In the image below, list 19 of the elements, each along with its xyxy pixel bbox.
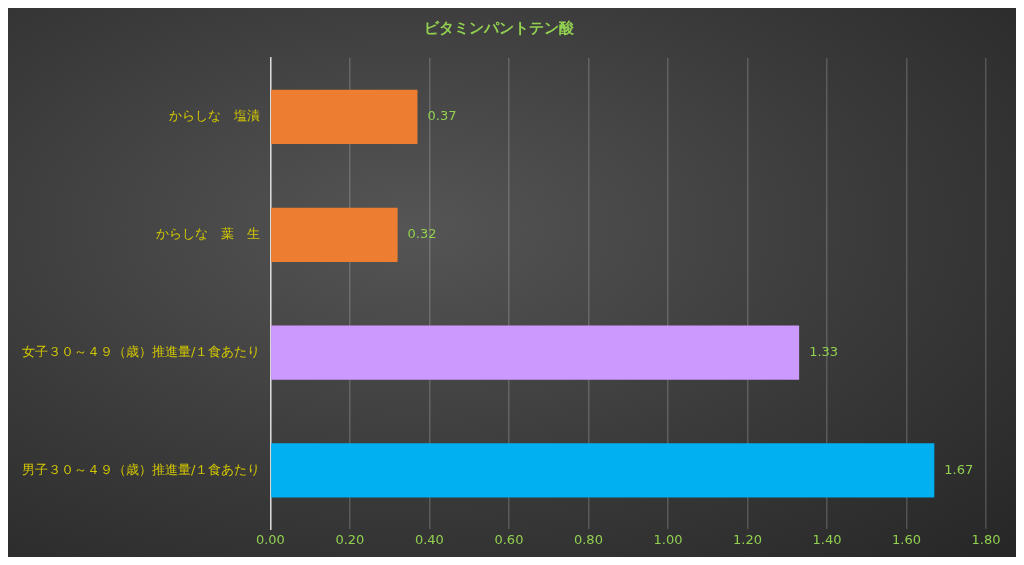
y-tick-label: からしな 塩漬: [169, 108, 261, 124]
data-label: 0.37: [427, 108, 457, 124]
x-tick-label: 0.00: [255, 531, 285, 547]
x-tick-label: 0.60: [494, 531, 524, 547]
data-label: 0.32: [407, 226, 437, 242]
x-tick-label: 1.40: [812, 531, 842, 547]
x-tick-label: 1.80: [971, 531, 1001, 547]
y-tick-label: 女子３０～４９（歳）推進量/１食あたり: [21, 344, 261, 359]
x-tick-label: 0.20: [335, 531, 365, 547]
x-tick-label: 0.80: [573, 531, 603, 547]
x-tick-label: 0.40: [414, 531, 444, 547]
x-tick-label: 1.00: [653, 531, 683, 547]
y-tick-label: からしな 葉 生: [156, 226, 261, 242]
y-tick-label: 男子３０～４９（歳）推進量/１食あたり: [21, 461, 261, 477]
data-label: 1.67: [944, 461, 974, 477]
x-tick-label: 1.60: [892, 531, 921, 547]
chart-title: ビタミンパントテン酸: [424, 18, 575, 37]
data-label: 1.33: [809, 344, 839, 359]
x-tick-label: 1.20: [732, 531, 762, 547]
